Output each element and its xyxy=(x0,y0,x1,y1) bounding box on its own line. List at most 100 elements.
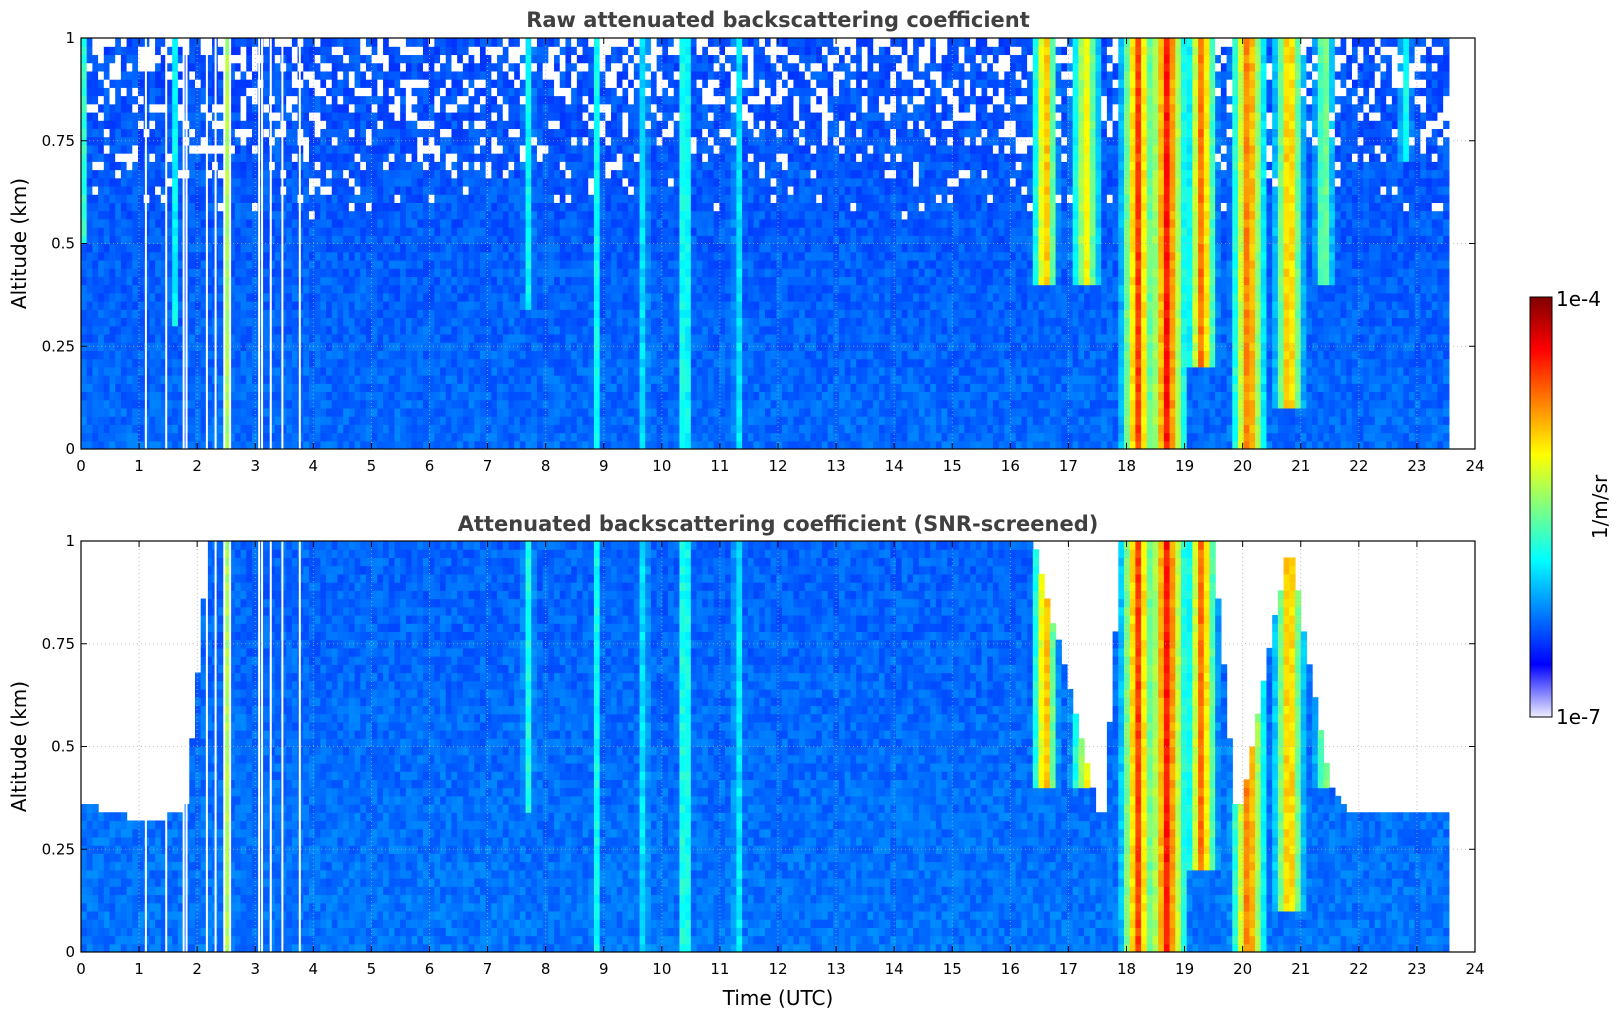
heatmap-cell xyxy=(172,218,179,228)
heatmap-cell xyxy=(622,227,629,236)
heatmap-cell xyxy=(320,399,327,409)
heatmap-cell xyxy=(206,210,213,220)
heatmap-cell xyxy=(559,317,567,327)
heatmap-cell xyxy=(548,128,555,138)
heatmap-cell xyxy=(337,424,344,434)
heatmap-cell xyxy=(280,218,287,228)
heatmap-cell xyxy=(189,38,196,47)
heatmap-cell xyxy=(491,136,498,146)
heatmap-cell xyxy=(542,424,549,434)
heatmap-cell xyxy=(616,235,624,245)
heatmap-cell xyxy=(622,95,629,105)
heatmap-cell xyxy=(81,309,88,319)
heatmap-cell xyxy=(559,309,567,319)
heatmap-cell xyxy=(588,391,595,401)
heatmap-cell xyxy=(200,227,207,236)
heatmap-cell xyxy=(337,136,344,146)
heatmap-cell xyxy=(172,325,179,335)
heatmap-cell xyxy=(331,399,339,409)
heatmap-cell xyxy=(405,128,413,138)
heatmap-cell xyxy=(137,317,145,327)
heatmap-cell xyxy=(240,432,247,442)
heatmap-cell xyxy=(445,350,453,360)
heatmap-cell xyxy=(417,292,424,302)
heatmap-cell xyxy=(485,383,492,393)
heatmap-cell xyxy=(337,128,344,138)
heatmap-cell xyxy=(428,416,435,425)
heatmap-cell xyxy=(229,284,236,294)
heatmap-cell xyxy=(365,301,373,310)
heatmap-cell xyxy=(451,432,458,442)
heatmap-cell xyxy=(274,325,282,335)
heatmap-cell xyxy=(160,227,168,236)
heatmap-cell xyxy=(81,333,88,343)
heatmap-cell xyxy=(223,375,230,384)
heatmap-cell xyxy=(206,227,213,236)
heatmap-cell xyxy=(457,416,464,425)
heatmap-cell xyxy=(365,62,373,72)
heatmap-cell xyxy=(348,309,356,319)
heatmap-cell xyxy=(280,284,287,294)
heatmap-cell xyxy=(229,46,236,56)
heatmap-cell xyxy=(593,210,601,220)
heatmap-cell xyxy=(428,70,435,80)
heatmap-cell xyxy=(588,38,595,47)
heatmap-cell xyxy=(508,407,515,417)
heatmap-cell xyxy=(98,383,105,393)
heatmap-cell xyxy=(633,227,641,236)
heatmap-cell xyxy=(132,136,139,146)
heatmap-cell xyxy=(314,169,321,179)
heatmap-cell xyxy=(371,350,378,360)
heatmap-cell xyxy=(365,128,373,138)
heatmap-cell xyxy=(525,161,532,171)
heatmap-cell xyxy=(536,87,544,97)
heatmap-cell xyxy=(531,177,538,187)
heatmap-cell xyxy=(137,38,145,47)
heatmap-cell xyxy=(400,111,407,121)
heatmap-cell xyxy=(177,325,185,335)
heatmap-column xyxy=(155,38,162,449)
heatmap-cell xyxy=(331,210,339,220)
heatmap-cell xyxy=(137,284,145,294)
heatmap-cell xyxy=(411,268,418,277)
heatmap-cell xyxy=(132,325,139,335)
heatmap-cell xyxy=(115,440,122,449)
heatmap-cell xyxy=(360,407,367,417)
heatmap-cell xyxy=(303,251,310,261)
heatmap-cell xyxy=(508,136,515,146)
heatmap-cell xyxy=(217,317,225,327)
heatmap-cell xyxy=(582,251,589,261)
heatmap-cell xyxy=(320,424,327,434)
heatmap-cell xyxy=(576,87,584,97)
heatmap-cell xyxy=(166,210,173,220)
heatmap-cell xyxy=(286,62,293,72)
heatmap-cell xyxy=(411,424,418,434)
heatmap-cell xyxy=(371,54,378,64)
heatmap-cell xyxy=(440,358,447,368)
heatmap-cell xyxy=(536,383,544,393)
heatmap-cell xyxy=(628,391,635,401)
heatmap-cell xyxy=(479,276,487,286)
heatmap-cell xyxy=(388,259,396,269)
heatmap-cell xyxy=(485,333,492,343)
heatmap-cell xyxy=(514,54,521,64)
heatmap-cell xyxy=(633,325,641,335)
heatmap-cell xyxy=(320,243,327,253)
heatmap-cell xyxy=(445,317,453,327)
heatmap-cell xyxy=(440,38,447,47)
heatmap-column xyxy=(229,38,236,449)
heatmap-cell xyxy=(115,358,122,368)
heatmap-cell xyxy=(286,120,293,130)
heatmap-cell xyxy=(434,218,441,228)
heatmap-cell xyxy=(337,169,344,179)
heatmap-cell xyxy=(132,366,139,376)
heatmap-cell xyxy=(103,111,111,121)
heatmap-cell xyxy=(303,407,310,417)
heatmap-cell xyxy=(194,284,202,294)
heatmap-cell xyxy=(223,194,230,203)
heatmap-cell xyxy=(120,227,128,236)
heatmap-cell xyxy=(109,177,116,187)
heatmap-cell xyxy=(303,358,310,368)
heatmap-cell xyxy=(525,128,532,138)
heatmap-cell xyxy=(383,79,390,88)
